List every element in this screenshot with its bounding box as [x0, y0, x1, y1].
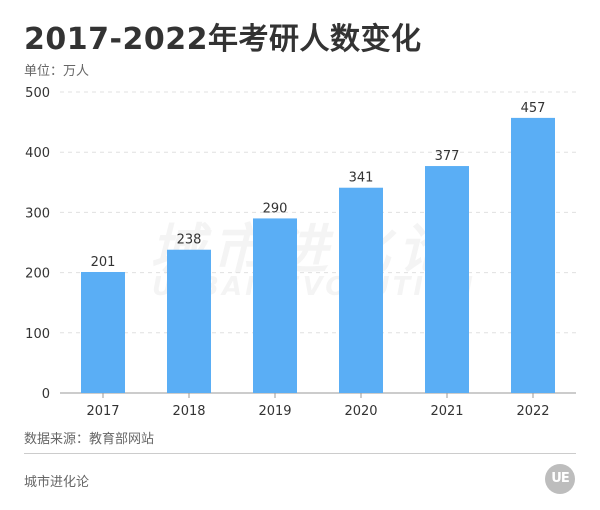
page-title: 2017-2022年考研人数变化 — [24, 22, 422, 57]
bar — [339, 187, 383, 393]
x-tick-label: 2019 — [258, 404, 291, 419]
data-label: 238 — [177, 233, 202, 248]
x-tick-label: 2020 — [344, 404, 377, 419]
data-label: 377 — [435, 149, 460, 164]
data-label: 341 — [349, 171, 374, 186]
bar-chart: 0 100 200 300 400 500 201 2017 238 2018 290 2019 341… — [25, 86, 576, 419]
x-tick-label: 2022 — [516, 404, 549, 419]
brand-logo-icon: UE — [545, 464, 575, 494]
bar — [167, 249, 211, 393]
brand-label: 城市进化论 — [24, 475, 90, 490]
data-label: 457 — [521, 101, 546, 116]
x-tick-label: 2021 — [430, 404, 463, 419]
y-tick-label: 400 — [25, 146, 50, 161]
y-tick-label: 500 — [25, 86, 50, 101]
bar — [253, 218, 297, 393]
data-label: 290 — [263, 201, 288, 216]
y-tick-label: 0 — [42, 387, 50, 402]
bar — [425, 166, 469, 393]
y-tick-label: 200 — [25, 267, 50, 282]
bar — [81, 271, 125, 393]
source-label: 数据来源：教育部网站 — [24, 432, 155, 447]
x-tick-label: 2018 — [172, 404, 205, 419]
unit-label: 单位：万人 — [24, 64, 90, 79]
x-tick-label: 2017 — [86, 404, 119, 419]
divider — [24, 453, 576, 454]
data-label: 201 — [91, 255, 116, 270]
bar — [511, 117, 555, 394]
y-tick-label: 100 — [25, 327, 50, 342]
y-tick-label: 300 — [25, 206, 50, 221]
